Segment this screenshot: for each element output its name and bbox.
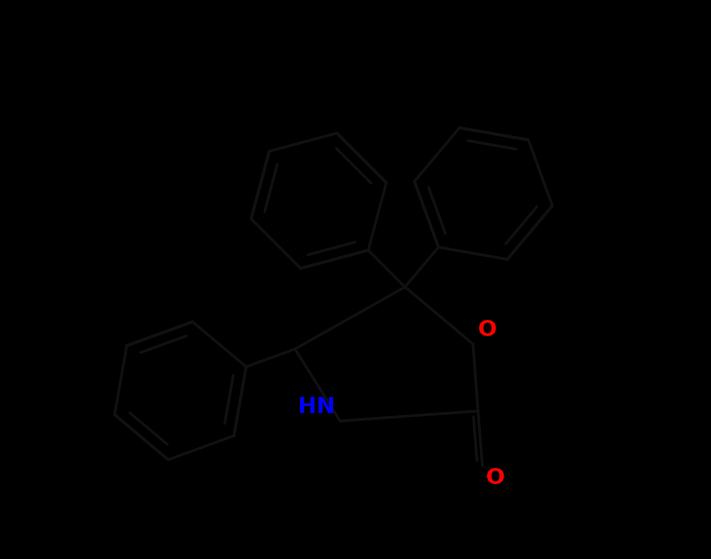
Text: HN: HN [298, 397, 335, 417]
Text: O: O [486, 468, 504, 488]
Text: O: O [478, 320, 497, 340]
